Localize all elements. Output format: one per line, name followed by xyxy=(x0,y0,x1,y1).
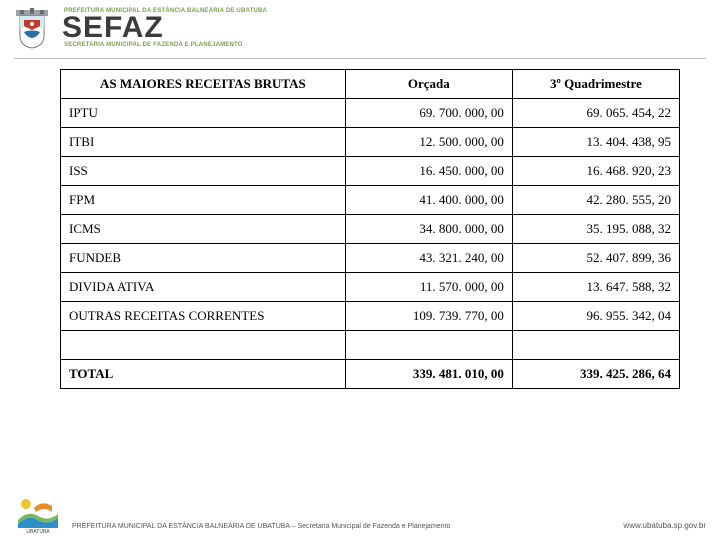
cell-quad: 13. 404. 438, 95 xyxy=(512,128,679,157)
cell-orcada: 41. 400. 000, 00 xyxy=(345,186,512,215)
footer-logo-icon: UBATUBA xyxy=(14,494,62,534)
col-header-label: AS MAIORES RECEITAS BRUTAS xyxy=(61,70,346,99)
cell-quad: 69. 065. 454, 22 xyxy=(512,99,679,128)
total-quad: 339. 425. 286, 64 xyxy=(512,360,679,389)
cell-label: ISS xyxy=(61,157,346,186)
svg-text:UBATUBA: UBATUBA xyxy=(26,529,50,534)
table-header-row: AS MAIORES RECEITAS BRUTAS Orçada 3º Qua… xyxy=(61,70,680,99)
cell-label: OUTRAS RECEITAS CORRENTES xyxy=(61,302,346,331)
table-row: FPM41. 400. 000, 0042. 280. 555, 20 xyxy=(61,186,680,215)
cell-orcada: 12. 500. 000, 00 xyxy=(345,128,512,157)
cell-label: ICMS xyxy=(61,215,346,244)
total-label: TOTAL xyxy=(61,360,346,389)
header-subtitle: SECRETARIA MUNICIPAL DE FAZENDA E PLANEJ… xyxy=(64,42,267,48)
cell-orcada: 16. 450. 000, 00 xyxy=(345,157,512,186)
table-spacer-row xyxy=(61,331,680,360)
cell-orcada: 69. 700. 000, 00 xyxy=(345,99,512,128)
spacer-cell xyxy=(512,331,679,360)
cell-label: IPTU xyxy=(61,99,346,128)
header-title: SEFAZ xyxy=(62,14,267,41)
footer: UBATUBA PREFEITURA MUNICIPAL DA ESTÂNCIA… xyxy=(0,494,720,534)
cell-quad: 35. 195. 088, 32 xyxy=(512,215,679,244)
table-row: IPTU69. 700. 000, 0069. 065. 454, 22 xyxy=(61,99,680,128)
cell-orcada: 34. 800. 000, 00 xyxy=(345,215,512,244)
cell-quad: 16. 468. 920, 23 xyxy=(512,157,679,186)
spacer-cell xyxy=(61,331,346,360)
cell-orcada: 43. 321. 240, 00 xyxy=(345,244,512,273)
footer-text: PREFEITURA MUNICIPAL DA ESTÂNCIA BALNEÁR… xyxy=(72,523,450,534)
footer-left: UBATUBA PREFEITURA MUNICIPAL DA ESTÂNCIA… xyxy=(14,494,450,534)
table-row: ICMS34. 800. 000, 0035. 195. 088, 32 xyxy=(61,215,680,244)
spacer-cell xyxy=(345,331,512,360)
cell-quad: 96. 955. 342, 04 xyxy=(512,302,679,331)
table-row: ITBI12. 500. 000, 0013. 404. 438, 95 xyxy=(61,128,680,157)
cell-quad: 52. 407. 899, 36 xyxy=(512,244,679,273)
header: PREFEITURA MUNICIPAL DA ESTÂNCIA BALNEÁR… xyxy=(0,0,720,52)
cell-orcada: 109. 739. 770, 00 xyxy=(345,302,512,331)
cell-label: ITBI xyxy=(61,128,346,157)
total-orcada: 339. 481. 010, 00 xyxy=(345,360,512,389)
col-header-orcada: Orçada xyxy=(345,70,512,99)
cell-quad: 42. 280. 555, 20 xyxy=(512,186,679,215)
table-row: DIVIDA ATIVA11. 570. 000, 0013. 647. 588… xyxy=(61,273,680,302)
cell-label: FPM xyxy=(61,186,346,215)
cell-label: FUNDEB xyxy=(61,244,346,273)
table-row: OUTRAS RECEITAS CORRENTES109. 739. 770, … xyxy=(61,302,680,331)
table-row: ISS16. 450. 000, 0016. 468. 920, 23 xyxy=(61,157,680,186)
footer-url: www.ubatuba.sp.gov.br xyxy=(623,521,706,534)
crest-icon xyxy=(10,6,54,50)
header-title-block: PREFEITURA MUNICIPAL DA ESTÂNCIA BALNEÁR… xyxy=(62,8,267,48)
content: AS MAIORES RECEITAS BRUTAS Orçada 3º Qua… xyxy=(0,59,720,389)
cell-quad: 13. 647. 588, 32 xyxy=(512,273,679,302)
cell-label: DIVIDA ATIVA xyxy=(61,273,346,302)
col-header-quad: 3º Quadrimestre xyxy=(512,70,679,99)
table-row: FUNDEB43. 321. 240, 0052. 407. 899, 36 xyxy=(61,244,680,273)
cell-orcada: 11. 570. 000, 00 xyxy=(345,273,512,302)
table-total-row: TOTAL339. 481. 010, 00339. 425. 286, 64 xyxy=(61,360,680,389)
revenue-table: AS MAIORES RECEITAS BRUTAS Orçada 3º Qua… xyxy=(60,69,680,389)
